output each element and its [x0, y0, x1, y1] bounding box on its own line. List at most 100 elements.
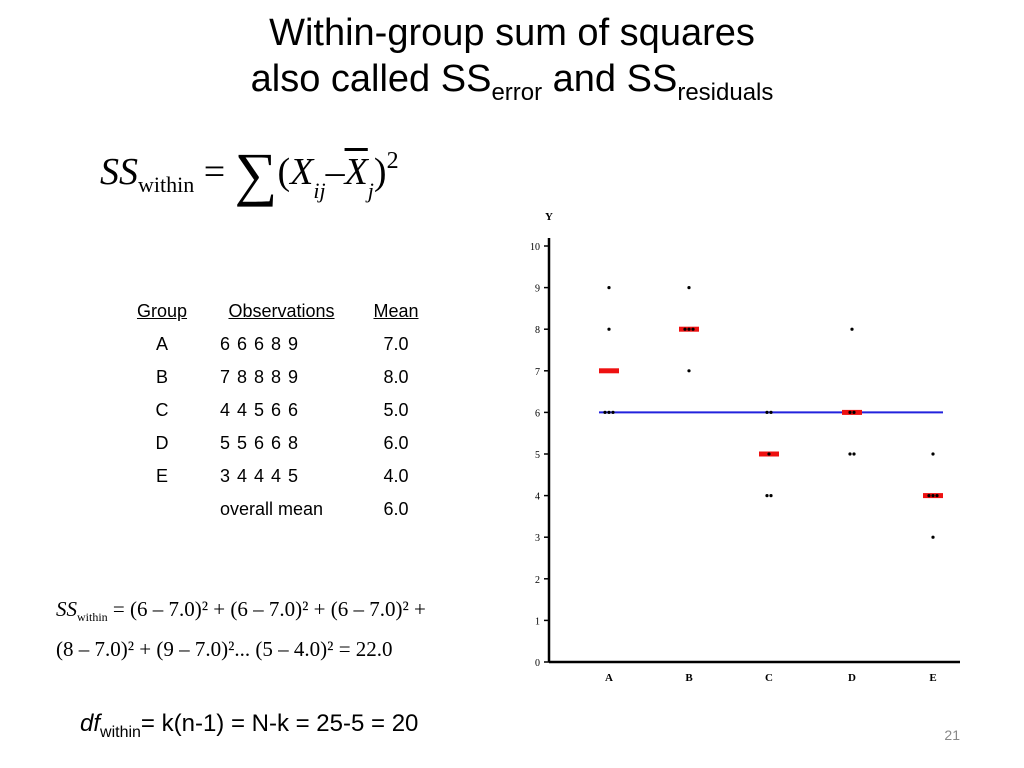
x-tick-label: A [605, 672, 613, 684]
cell-observations: 7 8 8 8 9 [220, 367, 300, 387]
data-point [607, 286, 611, 290]
ss-calc-ss: SS [56, 597, 77, 621]
title-mid: and SS [542, 58, 678, 100]
formula-ss: SS [100, 151, 138, 193]
data-point [848, 410, 852, 414]
df-rest: = k(n-1) = N-k = 25-5 = 20 [140, 710, 419, 737]
ss-within-formula: SSwithin = ∑(Xij–Xj)2 [100, 140, 399, 210]
ss-calc-line-2: (8 – 7.0)² + (9 – 7.0)²... (5 – 4.0)² = … [56, 637, 393, 661]
cell-observations: 4 4 5 6 6 [220, 400, 300, 420]
y-tick-label: 4 [535, 492, 540, 503]
data-point [611, 410, 615, 414]
data-point [767, 452, 771, 456]
y-tick-label: 1 [535, 616, 540, 627]
cell-mean: 8.0 [383, 367, 409, 387]
y-tick-label: 0 [535, 658, 540, 669]
header-mean: Mean [373, 301, 419, 321]
data-point [687, 327, 691, 331]
cell-mean: 7.0 [383, 334, 409, 354]
group-table: Group Observations Mean A 6 6 6 8 9 7.0 … [124, 297, 429, 526]
overall-mean-label: overall mean [220, 499, 324, 519]
y-tick-label: 2 [535, 575, 540, 586]
y-tick-label: 6 [535, 408, 540, 419]
ss-calc-ss-sub: within [77, 610, 108, 624]
y-tick-label: 8 [535, 325, 540, 336]
y-tick-label: 3 [535, 533, 540, 544]
cell-observations: 3 4 4 4 5 [220, 466, 300, 486]
title-sub-residuals: residuals [677, 79, 774, 106]
formula-x: X [290, 151, 314, 193]
cell-group: A [155, 334, 168, 354]
data-point [687, 286, 691, 290]
formula-equals: = [194, 151, 235, 193]
data-point [769, 410, 773, 414]
cell-empty [124, 493, 200, 526]
cell-mean: 5.0 [383, 400, 409, 420]
data-point [691, 327, 695, 331]
slide-title: Within-group sum of squares also called … [0, 10, 1024, 105]
y-tick-label: 10 [530, 242, 540, 253]
cell-observations: 5 5 6 6 8 [220, 433, 300, 453]
data-point [607, 410, 611, 414]
data-point [850, 327, 854, 331]
y-tick-label: 9 [535, 284, 540, 295]
cell-group: D [155, 433, 169, 453]
data-point [765, 410, 769, 414]
formula-ss-sub: within [138, 172, 195, 197]
data-point [769, 494, 773, 498]
data-point [935, 494, 939, 498]
cell-mean: 4.0 [383, 466, 409, 486]
cell-observations: 6 6 6 8 9 [220, 334, 300, 354]
title-line-2: also called SSerror and SSresiduals [0, 56, 1024, 105]
df-sub: within [100, 724, 141, 741]
page-number: 21 [944, 727, 960, 743]
formula-minus: – [325, 151, 345, 193]
table-row: D 5 5 6 6 8 6.0 [124, 427, 429, 460]
x-tick-label: B [685, 672, 693, 684]
formula-close: ) [373, 151, 387, 193]
data-point [927, 494, 931, 498]
formula-xbar: X [344, 151, 368, 193]
formula-sup: 2 [386, 148, 399, 174]
data-point [852, 452, 856, 456]
group-mean-marker [842, 409, 862, 415]
table-row: C 4 4 5 6 6 5.0 [124, 394, 429, 427]
x-tick-label: D [848, 672, 856, 684]
title-sub-error: error [491, 79, 543, 106]
data-point [683, 327, 687, 331]
dot-plot-chart: Y 0 1 2 3 4 5 6 7 8 9 10 A B C D E [530, 211, 960, 684]
y-tick-label: 5 [535, 450, 540, 461]
cell-group: C [155, 400, 169, 420]
ss-calc-line1-rest: = (6 – 7.0)² + (6 – 7.0)² + (6 – 7.0)² + [107, 597, 426, 621]
header-group: Group [136, 301, 188, 321]
y-tick-label: 7 [535, 367, 540, 378]
cell-group: B [155, 367, 168, 387]
table-row: E 3 4 4 4 5 4.0 [124, 460, 429, 493]
data-point [931, 452, 935, 456]
sigma-symbol: ∑ [234, 141, 278, 207]
data-point [931, 494, 935, 498]
group-mean-marker [599, 368, 619, 374]
y-axis-label: Y [545, 211, 553, 223]
x-tick-label: C [765, 672, 773, 684]
data-point [848, 452, 852, 456]
table-row: B 7 8 8 8 9 8.0 [124, 361, 429, 394]
table-row: A 6 6 6 8 9 7.0 [124, 328, 429, 361]
title-line-1: Within-group sum of squares [269, 12, 755, 54]
formula-open: ( [277, 151, 291, 193]
ss-calc-line-1: SSwithin = (6 – 7.0)² + (6 – 7.0)² + (6 … [56, 597, 426, 625]
data-point [931, 535, 935, 539]
table-row-overall: overall mean 6.0 [124, 493, 429, 526]
data-point [765, 494, 769, 498]
overall-mean-value: 6.0 [383, 499, 409, 519]
cell-group: E [155, 466, 168, 486]
formula-xbar-sub: j [367, 178, 374, 203]
data-point [687, 369, 691, 373]
header-observations: Observations [228, 301, 335, 321]
df-symbol: df [80, 710, 101, 737]
cell-mean: 6.0 [383, 433, 409, 453]
data-point [852, 410, 856, 414]
df-within-equation: dfwithin= k(n-1) = N-k = 25-5 = 20 [80, 710, 418, 742]
data-point [603, 410, 607, 414]
table-header-row: Group Observations Mean [124, 297, 429, 328]
